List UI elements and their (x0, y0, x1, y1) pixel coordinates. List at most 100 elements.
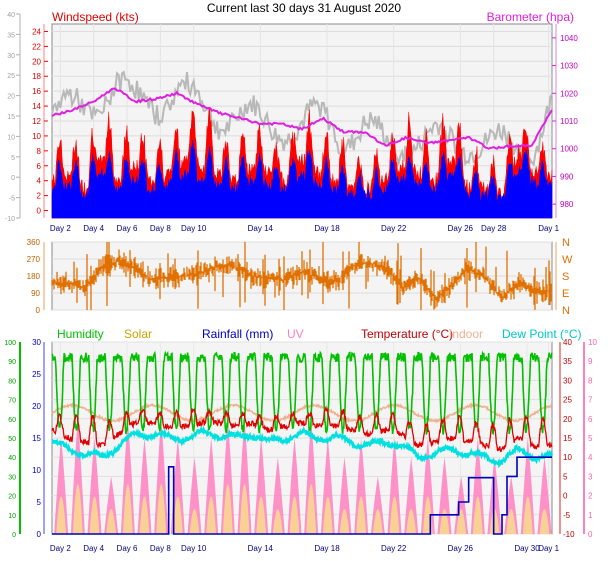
uv-day (287, 438, 302, 534)
x-tick-label: Day 22 (381, 224, 407, 233)
tick-label-outer: 10 (7, 134, 15, 141)
temperature-series (51, 405, 553, 453)
tick-label-outer: 25 (7, 73, 15, 80)
solar-day (322, 496, 333, 534)
solar-day (139, 496, 150, 534)
solar-day (156, 484, 167, 534)
x-tick-label: Day 14 (248, 544, 274, 553)
x-tick-label: Day 14 (248, 224, 274, 233)
legend-windspeed: Windspeed (kts) (52, 10, 139, 24)
tick-label-baro: 1000 (560, 145, 578, 154)
uv-day (104, 476, 119, 534)
compass-label: E (562, 288, 569, 300)
compass-label: W (562, 254, 573, 266)
solar-day (372, 509, 383, 534)
indoor-series (51, 401, 553, 424)
tick-label-humidity: 80 (8, 378, 16, 385)
uv-day (370, 476, 385, 534)
tick-label-humidity: 30 (8, 474, 16, 481)
tick-label-uv: 4 (588, 453, 593, 462)
solar-day (539, 509, 550, 534)
tick-label-uv: 3 (588, 472, 593, 481)
solar-day (472, 496, 483, 534)
solar-day (106, 509, 117, 534)
solar-day (389, 496, 400, 534)
x-tick-label: Day 18 (314, 224, 340, 233)
tick-label-humidity: 10 (8, 513, 16, 520)
legend-solar: Solar (124, 327, 152, 341)
tick-label-temp: -10 (563, 530, 575, 539)
legend-indoor: Indoor (449, 327, 483, 341)
tick-label-uv: 9 (588, 357, 593, 366)
uv-day (87, 438, 102, 534)
tick-label-wind: 6 (37, 162, 42, 171)
tick-label-wind: 2 (37, 192, 42, 201)
tick-label-direction: 90 (31, 289, 40, 298)
tick-label-wind: 12 (32, 117, 41, 126)
tick-label-wind: 10 (32, 132, 41, 141)
solar-day (172, 496, 183, 534)
uv-day (220, 418, 235, 534)
solar-day (356, 496, 367, 534)
chart-title: Current last 30 days 31 August 2020 (207, 1, 401, 15)
tick-label-wind: 16 (32, 87, 41, 96)
gust-series (51, 140, 553, 219)
uv-day (354, 438, 369, 534)
legend-rainfall: Rainfall (mm) (202, 327, 273, 341)
solar-day (489, 509, 500, 534)
legend-dewpoint: Dew Point (°C) (502, 327, 581, 341)
x-tick-label: Day 18 (314, 544, 340, 553)
x-tick-label: Day 10 (181, 224, 207, 233)
tick-label-temp: 25 (563, 396, 572, 405)
uv-day (70, 418, 85, 534)
tick-label-humidity: 20 (8, 494, 16, 501)
uv-day (304, 418, 319, 534)
x-tick-label: Day 8 (150, 544, 171, 553)
tick-label-wind: 20 (32, 57, 41, 66)
tick-label-rain: 20 (32, 402, 41, 411)
tick-label-humidity: 70 (8, 398, 16, 405)
x-tick-label: Day 26 (448, 544, 474, 553)
tick-label-outer: 20 (7, 94, 15, 101)
uv-day (520, 438, 535, 534)
tick-label-outer: 40 (7, 12, 15, 19)
x-tick-label: Day 1 (538, 544, 559, 553)
tick-label-humidity: 0 (12, 532, 16, 539)
compass-label: N (562, 305, 570, 317)
tick-label-outer: 15 (7, 114, 15, 121)
tick-label-outer: 30 (7, 53, 15, 60)
solar-day (122, 484, 133, 534)
tick-label-wind: 14 (32, 102, 41, 111)
tick-label-temp: 35 (563, 357, 572, 366)
x-tick-label: Day 4 (83, 224, 104, 233)
solar-day (306, 484, 317, 534)
solar-day (289, 496, 300, 534)
solar-day (506, 509, 517, 534)
solar-day (272, 509, 283, 534)
legend-uv: UV (287, 327, 304, 341)
tick-label-wind: 18 (32, 72, 41, 81)
uv-day (320, 438, 335, 534)
uv-day (454, 476, 469, 534)
solar-day (239, 484, 250, 534)
uv-day (337, 457, 352, 534)
uv-day (387, 438, 402, 534)
solar-day (72, 484, 83, 534)
tick-label-baro: 980 (560, 200, 574, 209)
solar-day (522, 496, 533, 534)
tick-label-uv: 5 (588, 434, 593, 443)
solar-day (256, 496, 267, 534)
uv-day (204, 438, 219, 534)
tick-label-temp: 0 (563, 492, 568, 501)
tick-label-baro: 1010 (560, 117, 578, 126)
compass-label: S (562, 271, 569, 283)
x-tick-label: Day 28 (481, 224, 507, 233)
x-tick-label: Day 22 (381, 544, 407, 553)
tick-label-baro: 1030 (560, 62, 578, 71)
x-tick-label: Day 26 (448, 224, 474, 233)
tick-label-humidity: 50 (8, 436, 16, 443)
